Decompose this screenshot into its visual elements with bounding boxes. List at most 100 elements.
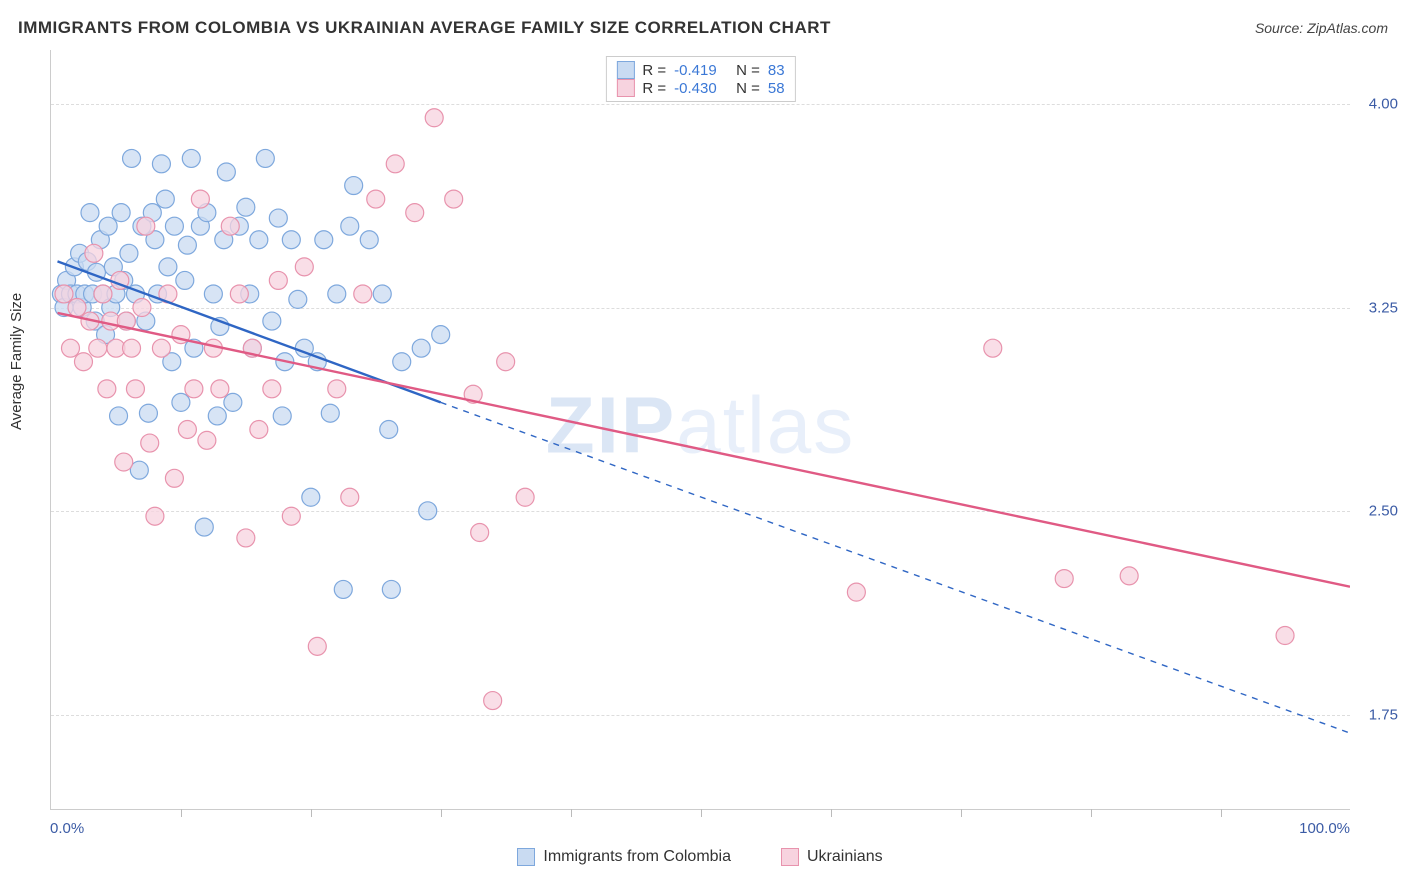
y-axis-label: Average Family Size [8, 293, 25, 430]
scatter-point [282, 507, 300, 525]
scatter-point [165, 469, 183, 487]
scatter-point [156, 190, 174, 208]
scatter-point [211, 380, 229, 398]
scatter-point [224, 393, 242, 411]
x-tick [181, 809, 182, 817]
scatter-point [123, 339, 141, 357]
scatter-point [137, 217, 155, 235]
y-tick-label: 4.00 [1369, 96, 1398, 113]
scatter-point [328, 380, 346, 398]
scatter-point [419, 502, 437, 520]
scatter-point [221, 217, 239, 235]
scatter-point [133, 299, 151, 317]
scatter-point [55, 285, 73, 303]
scatter-point [328, 285, 346, 303]
scatter-point [393, 353, 411, 371]
scatter-point [126, 380, 144, 398]
scatter-point [182, 149, 200, 167]
scatter-point [1120, 567, 1138, 585]
scatter-point [237, 198, 255, 216]
scatter-point [412, 339, 430, 357]
scatter-point [432, 326, 450, 344]
scatter-point [269, 209, 287, 227]
n-value-1: 58 [768, 80, 785, 97]
scatter-point [198, 431, 216, 449]
x-tick [701, 809, 702, 817]
legend-stats: R = -0.419 N = 83 R = -0.430 N = 58 [605, 56, 795, 102]
y-tick-label: 2.50 [1369, 503, 1398, 520]
source-name: ZipAtlas.com [1307, 20, 1388, 36]
legend-bottom-item-1: Ukrainians [781, 848, 883, 866]
scatter-point [354, 285, 372, 303]
source-label: Source: ZipAtlas.com [1255, 20, 1388, 36]
scatter-point [256, 149, 274, 167]
scatter-point [380, 421, 398, 439]
legend-bottom-swatch-0 [517, 848, 535, 866]
x-tick [1091, 809, 1092, 817]
scatter-point [159, 258, 177, 276]
scatter-point [321, 404, 339, 422]
scatter-point [334, 580, 352, 598]
scatter-point [185, 380, 203, 398]
scatter-point [445, 190, 463, 208]
scatter-point [263, 312, 281, 330]
scatter-point [74, 353, 92, 371]
r-label-0: R = [642, 62, 666, 79]
scatter-point [139, 404, 157, 422]
scatter-point [484, 692, 502, 710]
scatter-point [237, 529, 255, 547]
scatter-point [217, 163, 235, 181]
scatter-point [165, 217, 183, 235]
x-tick [571, 809, 572, 817]
fit-line-extrapolated [441, 402, 1350, 733]
y-tick-label: 1.75 [1369, 707, 1398, 724]
legend-bottom: Immigrants from Colombia Ukrainians [50, 848, 1350, 866]
chart-svg [51, 50, 1350, 809]
scatter-point [847, 583, 865, 601]
legend-stats-row-0: R = -0.419 N = 83 [616, 61, 784, 79]
scatter-point [302, 488, 320, 506]
scatter-point [273, 407, 291, 425]
x-tick [311, 809, 312, 817]
scatter-point [68, 299, 86, 317]
scatter-point [176, 271, 194, 289]
scatter-point [98, 380, 116, 398]
scatter-point [120, 244, 138, 262]
scatter-point [341, 217, 359, 235]
x-min-label: 0.0% [50, 820, 84, 837]
n-label-0: N = [736, 62, 760, 79]
legend-bottom-label-1: Ukrainians [807, 848, 883, 866]
x-tick [441, 809, 442, 817]
scatter-point [516, 488, 534, 506]
scatter-point [360, 231, 378, 249]
scatter-point [110, 407, 128, 425]
scatter-point [471, 524, 489, 542]
scatter-point [315, 231, 333, 249]
scatter-point [263, 380, 281, 398]
scatter-point [112, 204, 130, 222]
legend-stats-row-1: R = -0.430 N = 58 [616, 79, 784, 97]
scatter-point [289, 290, 307, 308]
scatter-point [141, 434, 159, 452]
scatter-point [497, 353, 515, 371]
scatter-point [367, 190, 385, 208]
scatter-point [172, 393, 190, 411]
scatter-point [81, 204, 99, 222]
scatter-point [208, 407, 226, 425]
scatter-point [178, 236, 196, 254]
scatter-point [308, 637, 326, 655]
scatter-point [152, 155, 170, 173]
scatter-point [984, 339, 1002, 357]
n-value-0: 83 [768, 62, 785, 79]
chart-title: IMMIGRANTS FROM COLOMBIA VS UKRAINIAN AV… [18, 18, 831, 38]
scatter-point [115, 453, 133, 471]
legend-bottom-item-0: Immigrants from Colombia [517, 848, 731, 866]
x-axis-labels: 0.0% 100.0% [50, 820, 1350, 837]
legend-bottom-swatch-1 [781, 848, 799, 866]
scatter-point [99, 217, 117, 235]
scatter-point [94, 285, 112, 303]
scatter-point [345, 177, 363, 195]
x-tick [1221, 809, 1222, 817]
scatter-point [152, 339, 170, 357]
scatter-point [195, 518, 213, 536]
